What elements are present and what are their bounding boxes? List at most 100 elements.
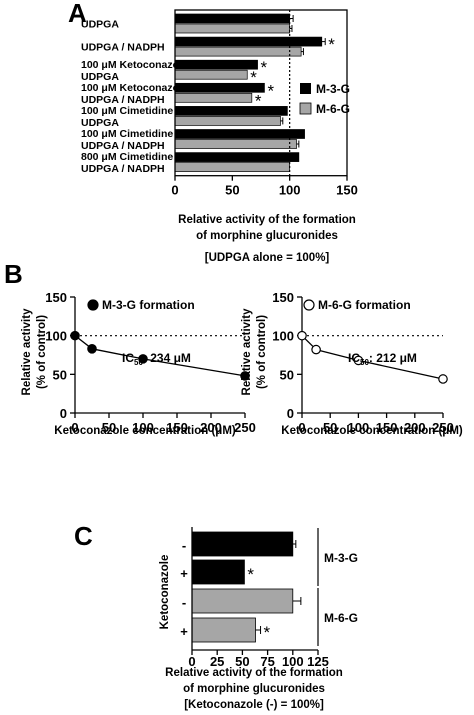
data-point xyxy=(70,330,80,341)
x-tick-label: 250 xyxy=(432,420,454,435)
bar-m3g xyxy=(174,106,288,116)
panel-b-right-marks xyxy=(297,330,448,384)
bar-m6g xyxy=(174,116,281,126)
x-tick-label: 50 xyxy=(102,420,116,435)
series-line-segment xyxy=(142,358,246,377)
significance-star: * xyxy=(328,35,335,54)
data-point xyxy=(311,344,321,355)
legend-swatch-m3g xyxy=(300,83,311,94)
series-line-segment xyxy=(358,359,444,380)
panel-b-right-axes: 0 50 100 150 0 50 100 150 200 250 xyxy=(272,290,454,435)
data-point xyxy=(87,344,97,354)
panel-letter-b: B xyxy=(4,259,23,289)
panel-a-axes: 0 50 100 150 xyxy=(171,9,358,198)
x-tick-label: 50 xyxy=(323,420,337,435)
panel-a-bars: ***** xyxy=(174,13,335,172)
x-tick-label: 100 xyxy=(282,654,304,669)
legend-label-m6g: M-6-G xyxy=(316,102,350,116)
panel-c-factor-label: Ketoconazole xyxy=(159,555,171,630)
y-tick-label: 100 xyxy=(272,329,294,344)
series-line-segment xyxy=(91,348,144,360)
x-tick-label: 0 xyxy=(298,420,305,435)
category-label: UDPGA / NADPH xyxy=(81,163,165,175)
panel-letter-a: A xyxy=(68,0,87,28)
panel-c-chart: ** -+-+M-3-GM-6-G0 25 50 75 100 125 Ketoconaz… xyxy=(159,527,358,711)
x-tick-label: 50 xyxy=(235,654,249,669)
x-tick-label: 0 xyxy=(171,183,178,198)
panel-a-xlabel-line2: of morphine glucuronides xyxy=(196,230,338,242)
data-point xyxy=(438,374,448,384)
panel-a-note: [UDPGA alone = 100%] xyxy=(205,252,330,264)
y-tick-label: 150 xyxy=(45,290,67,305)
x-tick-label: 125 xyxy=(307,654,329,669)
bar-m3g xyxy=(191,531,294,557)
bar-m6g xyxy=(174,139,297,149)
x-tick-label: 100 xyxy=(279,183,301,198)
panel-a-legend: M-3-G M-6-G xyxy=(299,82,350,116)
panel-c-xlabel-line1: Relative activity of the formation xyxy=(165,667,343,679)
category-label: UDPGA xyxy=(81,19,119,31)
panel-b-left-legend-label: M-3-G formation xyxy=(102,298,195,312)
category-label: UDPGA xyxy=(81,71,119,83)
x-tick-label: 25 xyxy=(210,654,224,669)
treatment-sign: + xyxy=(180,624,188,639)
panel-letter-c: C xyxy=(74,521,93,551)
group-label: M-6-G xyxy=(324,611,358,625)
significance-star: * xyxy=(261,58,268,77)
panel-b-right-ic50: IC50: 212 μM xyxy=(348,351,417,367)
category-label: 100 μM Ketoconazole xyxy=(81,82,188,94)
category-label: UDPGA xyxy=(81,117,119,129)
x-tick-label: 0 xyxy=(188,654,195,669)
y-tick-label: 100 xyxy=(45,329,67,344)
panel-b-left-xlabel: Ketoconazole concentration (μM) xyxy=(54,425,236,437)
significance-star: * xyxy=(255,91,262,110)
x-tick-label: 100 xyxy=(348,420,370,435)
x-tick-label: 0 xyxy=(71,420,78,435)
bar-m3g xyxy=(174,152,300,162)
x-tick-label: 150 xyxy=(336,183,358,198)
bar-m3g xyxy=(191,559,245,585)
panel-c-axes: - + - + M-3-G M-6-G 0 25 50 75 100 125 xyxy=(180,527,358,669)
panel-b-left-axes: 0 50 100 150 0 50 100 150 200 250 xyxy=(45,290,256,435)
treatment-sign: + xyxy=(180,566,188,581)
panel-b-left-marks xyxy=(70,330,250,381)
x-tick-label: 100 xyxy=(132,420,154,435)
bar-m3g xyxy=(174,129,305,139)
significance-star: * xyxy=(267,81,274,100)
category-label: 100 μM Cimetidine xyxy=(81,105,173,117)
significance-star: * xyxy=(264,623,271,642)
category-label: UDPGA / NADPH xyxy=(81,94,165,106)
bar-m3g xyxy=(174,82,265,93)
panel-b-left-chart: 0 50 100 150 0 50 100 150 200 250 M-3-G formation… xyxy=(21,290,256,437)
x-tick-label: 150 xyxy=(166,420,188,435)
x-tick-label: 200 xyxy=(200,420,222,435)
bar-m6g xyxy=(191,588,294,614)
panel-b-left-legend-marker xyxy=(87,299,99,311)
bar-m3g xyxy=(174,13,291,24)
panel-a-xlabel-line1: Relative activity of the formation xyxy=(178,214,356,226)
panel-b-right-ylabel-line2: (% of control) xyxy=(256,315,268,389)
x-tick-label: 250 xyxy=(234,420,256,435)
x-tick-label: 50 xyxy=(225,183,239,198)
bar-m3g xyxy=(174,36,323,47)
bar-m6g xyxy=(191,617,256,643)
data-point xyxy=(138,354,148,364)
bar-m6g xyxy=(174,162,291,172)
legend-swatch-m6g xyxy=(299,102,312,115)
bar-m3g xyxy=(174,59,258,70)
y-tick-label: 50 xyxy=(53,367,67,382)
category-label: UDPGA / NADPH xyxy=(81,140,165,152)
bar-m6g xyxy=(174,92,253,103)
x-tick-label: 150 xyxy=(376,420,398,435)
panel-a-frame xyxy=(174,9,348,177)
significance-star: * xyxy=(247,565,254,584)
panel-b-right-legend-marker xyxy=(303,299,315,311)
category-label: 100 μM Cimetidine xyxy=(81,128,173,140)
significance-star: * xyxy=(250,68,257,87)
y-tick-label: 50 xyxy=(280,367,294,382)
treatment-sign: - xyxy=(182,538,186,553)
panel-b-right-legend-label: M-6-G formation xyxy=(318,298,411,312)
